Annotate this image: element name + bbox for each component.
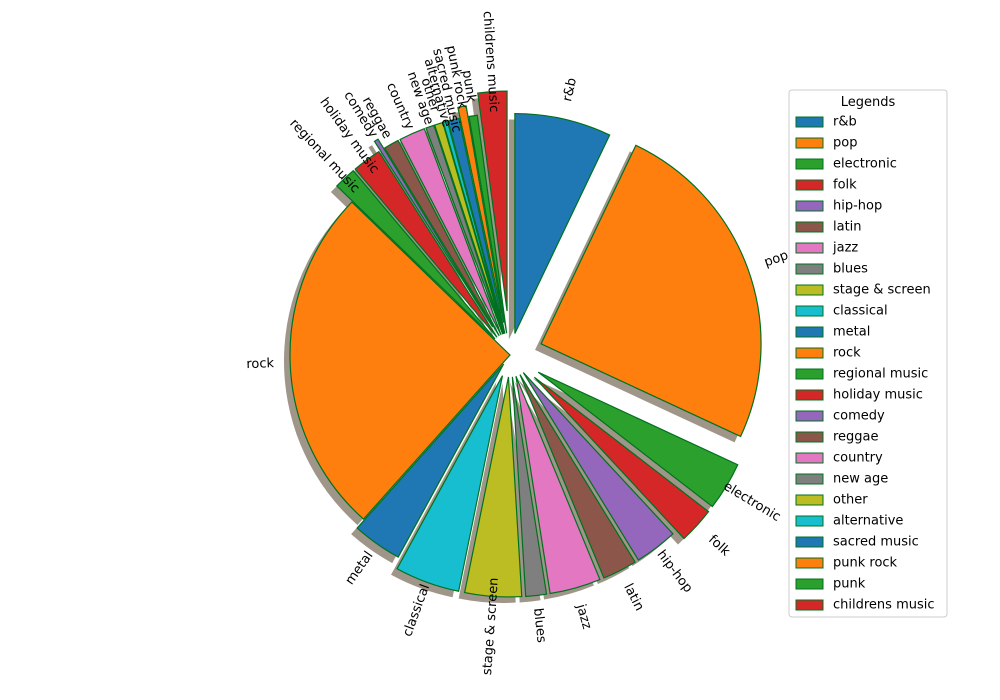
legend-swatch-rock [795,347,824,359]
legend-title: Legends [841,95,896,110]
slice-label-randb: r&b [560,76,580,102]
slice-alternative [442,120,505,334]
legend-label-holiday-music: holiday music [833,388,923,403]
legend-swatch-stage-and-screen [795,284,824,296]
slice-label-punk: punk [459,69,479,104]
legend-swatch-punk-rock [795,557,824,569]
slice-punk-rock [457,105,505,323]
legend-label-comedy: comedy [833,409,885,424]
legend-label-childrens-music: childrens music [833,598,935,613]
slice-new-age [425,124,504,335]
legend-label-hip-hop: hip-hop [833,199,882,214]
legend-label-alternative: alternative [833,514,903,529]
legend-swatch-new-age [795,473,824,485]
legend-label-electronic: electronic [833,157,897,172]
slice-label-childrens-music: childrens music [479,11,501,113]
legend-label-rock: rock [833,346,861,361]
slice-childrens-music [477,90,508,312]
legend-label-new-age: new age [833,472,888,487]
legend-swatch-blues [795,263,824,275]
legend: Legends r&b pop electronic folk hip-hop latin… [788,89,948,618]
slice-label-hip-hop: hip-hop [654,547,696,595]
slice-latin [519,374,636,579]
slice-label-metal: metal [343,549,377,588]
pie-slices [289,90,762,598]
legend-swatch-jazz [795,242,824,254]
slice-label-latin: latin [620,581,646,613]
slice-metal [356,363,505,558]
slice-jazz [515,375,601,595]
slice-regional-music [335,169,496,340]
slice-randb [514,112,611,334]
slice-comedy [373,138,494,328]
legend-swatch-sacred-music [795,536,824,548]
legend-items: r&b pop electronic folk hip-hop latin jazz blue… [795,115,935,613]
legend-swatch-comedy [795,410,824,422]
slice-reggae [383,139,500,337]
legend-swatch-holiday-music [795,389,824,401]
slice-rock [289,201,511,520]
slice-sacred-music [447,117,506,334]
legend-swatch-reggae [795,431,824,443]
legend-swatch-punk [795,578,824,590]
legend-label-other: other [833,493,868,508]
slice-label-jazz: jazz [573,602,595,631]
legend-label-reggae: reggae [833,430,879,445]
legend-swatch-latin [795,221,824,233]
slice-label-stage-and-screen: stage & screen [480,577,502,676]
legend-swatch-pop [795,137,824,149]
slice-pop [540,144,762,438]
slice-label-classical: classical [400,582,433,638]
slice-label-pop: pop [762,248,790,270]
legend-swatch-randb [795,116,824,128]
slice-punk [468,114,508,334]
legend-label-metal: metal [833,325,870,340]
legend-swatch-country [795,452,824,464]
legend-label-regional-music: regional music [833,367,928,382]
legend-swatch-electronic [795,158,824,170]
legend-swatch-alternative [795,515,824,527]
legend-label-sacred-music: sacred music [833,535,919,550]
legend-swatch-regional-music [795,368,824,380]
slice-label-electronic: electronic [721,479,783,525]
slice-label-folk: folk [705,532,733,559]
slice-folk [533,376,710,540]
slice-holiday-music [354,150,498,338]
legend-swatch-childrens-music [795,599,824,611]
legend-label-latin: latin [833,220,862,235]
legend-label-pop: pop [833,136,857,151]
slice-label-blues: blues [530,607,549,644]
slice-label-rock: rock [246,356,275,372]
legend-swatch-folk [795,179,824,191]
legend-label-stage-and-screen: stage & screen [833,283,931,298]
legend-label-blues: blues [833,262,868,277]
slice-stage-and-screen [463,376,523,598]
slice-hip-hop [522,372,674,561]
legend-swatch-metal [795,326,824,338]
slice-other [433,121,505,335]
legend-swatch-classical [795,305,824,317]
legend-swatch-hip-hop [795,200,824,212]
slice-electronic [537,371,739,508]
slice-blues [511,376,548,598]
legend-label-jazz: jazz [832,241,858,256]
legend-frame [788,89,948,618]
legend-swatch-other [795,494,824,506]
legend-label-punk-rock: punk rock [833,556,898,571]
legend-label-classical: classical [833,304,888,319]
legend-label-folk: folk [833,178,857,193]
slice-classical [396,375,504,592]
legend-label-country: country [833,451,883,466]
legend-label-randb: r&b [833,115,857,130]
legend-label-punk: punk [833,577,866,592]
slice-country [399,127,502,336]
